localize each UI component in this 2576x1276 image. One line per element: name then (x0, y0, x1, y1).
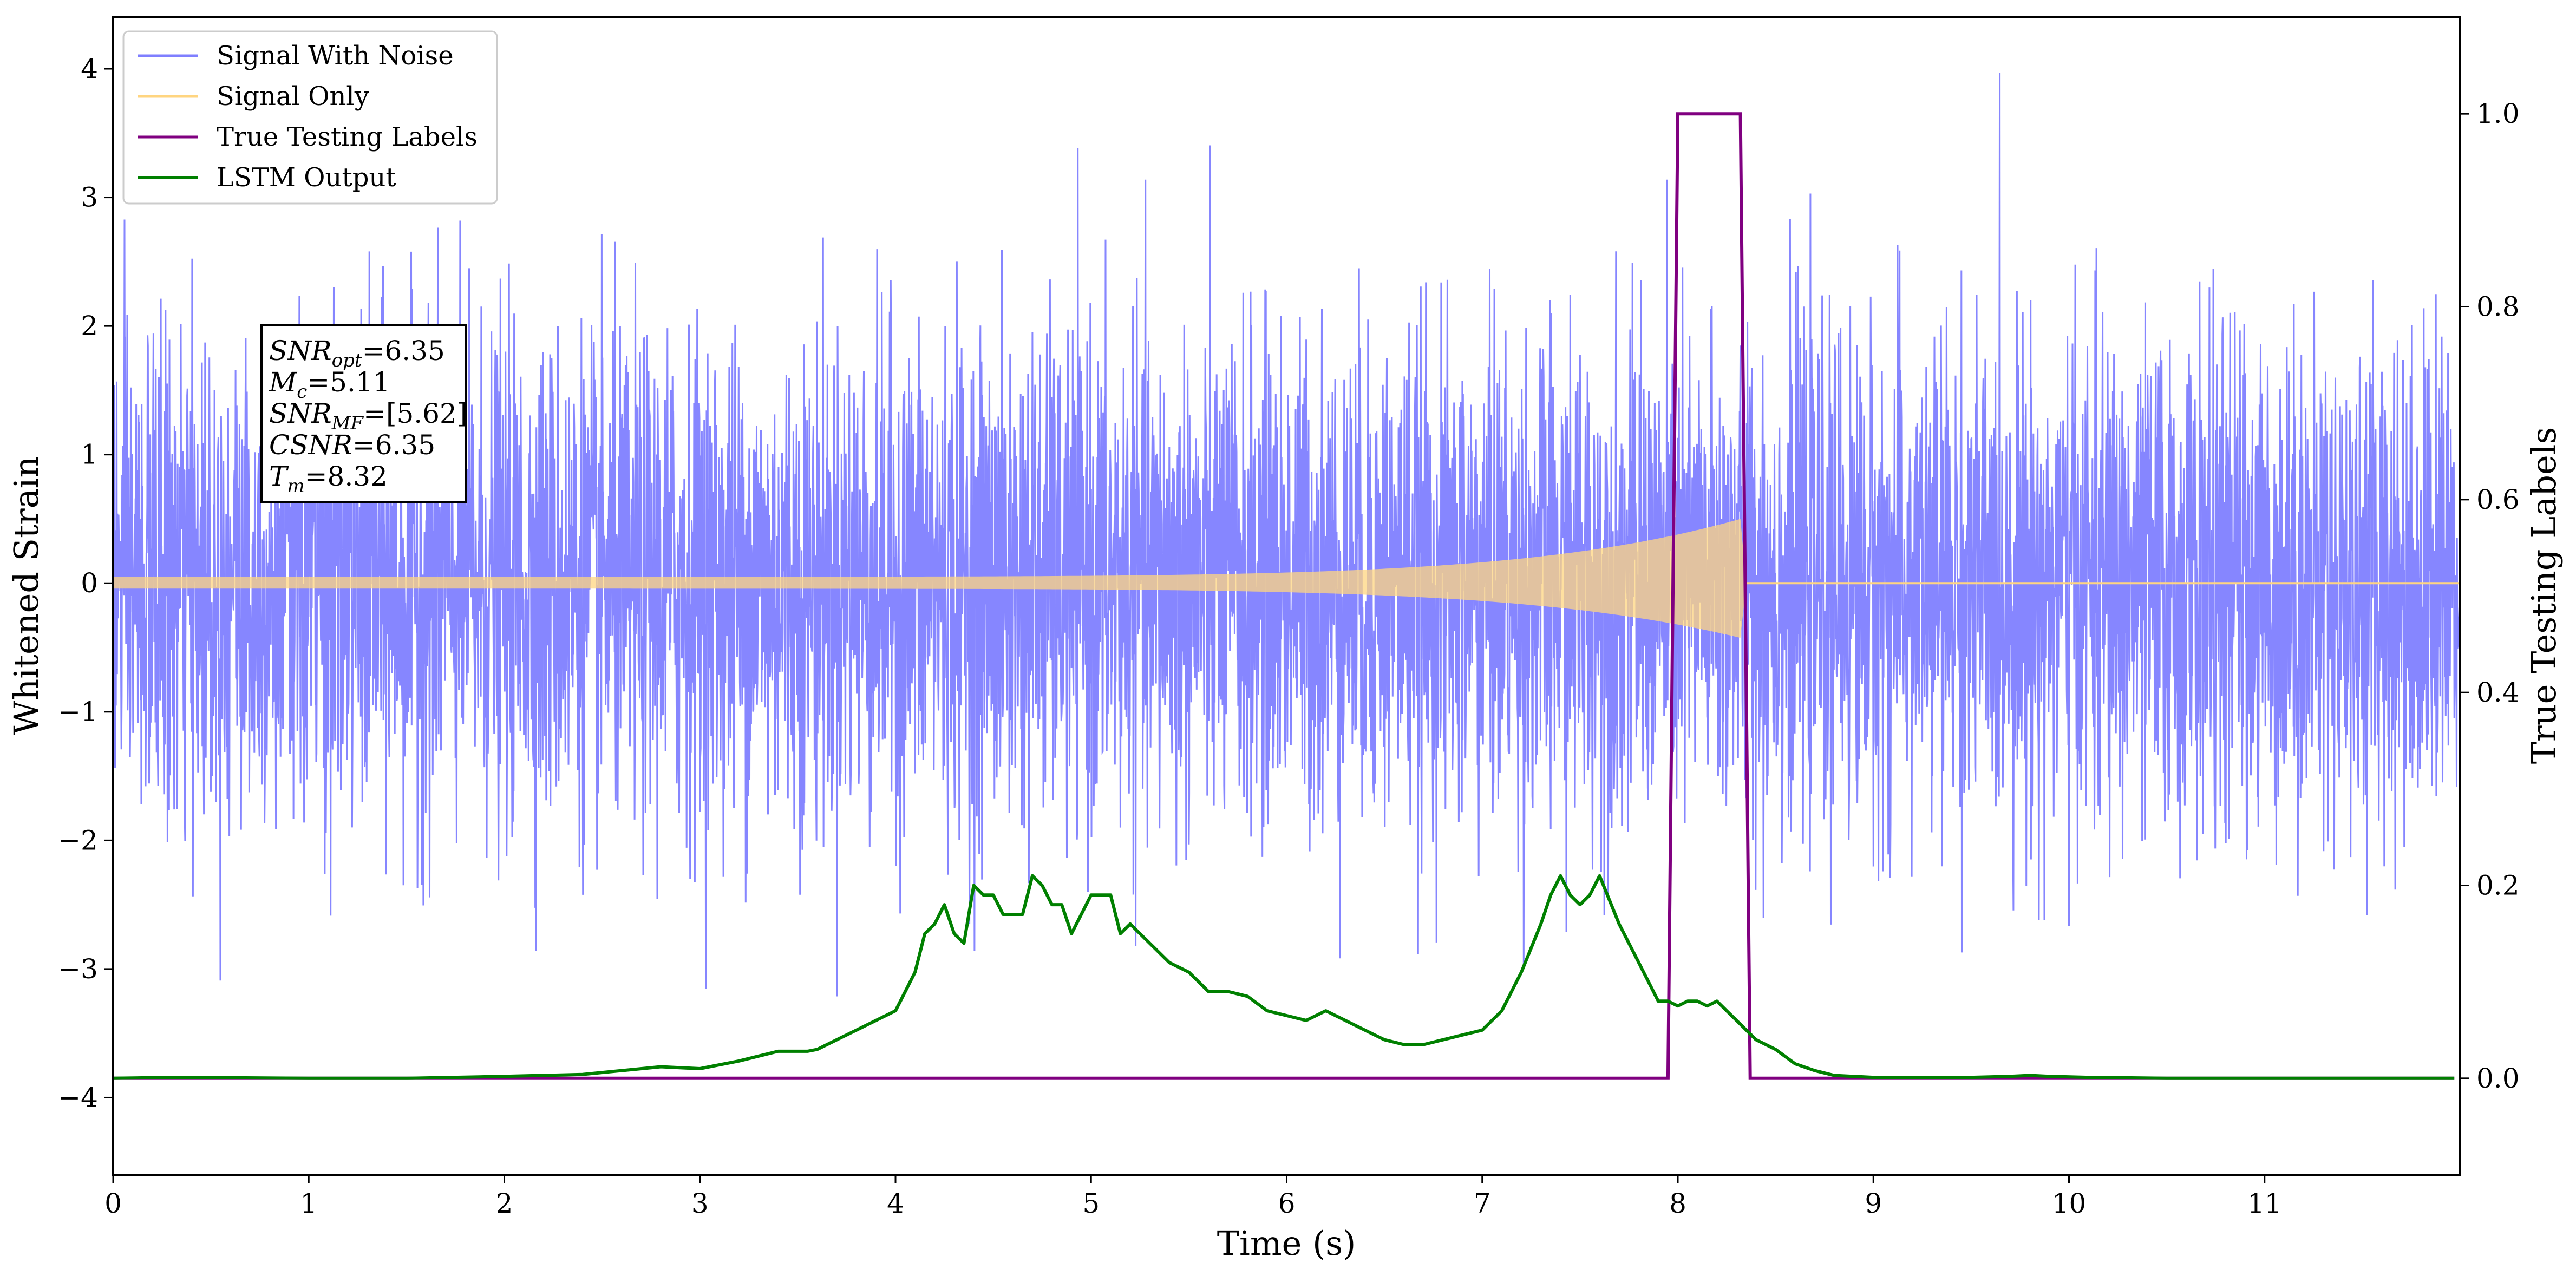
signal-only-chirp (113, 519, 1747, 638)
y-left-tick-label: −4 (58, 1082, 98, 1113)
y-right-tick-label: 0.4 (2476, 677, 2520, 708)
y-left-tick-label: 3 (81, 182, 98, 213)
stats-line-mc: Mc=5.11 (269, 367, 390, 403)
y-axis-left: −4 −3 −2 −1 0 1 2 3 4 (58, 53, 113, 1113)
legend-box (122, 30, 498, 205)
lstm-output-series (113, 874, 2455, 1080)
stats-annotation-box (260, 324, 467, 503)
stats-line-snr-opt: SNRopt=6.35 (269, 335, 445, 371)
signal-only-series (113, 519, 2460, 638)
legend-label-signal-with-noise: Signal With Noise (217, 41, 454, 71)
x-tick-label: 6 (1278, 1188, 1296, 1219)
x-axis-label: Time (s) (1217, 1223, 1356, 1263)
y-left-tick-label: 4 (81, 53, 98, 84)
x-tick-label: 10 (2052, 1188, 2087, 1219)
y-axis-right-label: True Testing Labels (2524, 427, 2564, 764)
y-left-tick-label: 0 (81, 567, 98, 599)
legend: Signal With Noise Signal Only True Testi… (122, 30, 498, 205)
x-tick-label: 11 (2247, 1188, 2282, 1219)
x-tick-label: 4 (887, 1188, 904, 1219)
y-right-tick-label: 0.6 (2476, 484, 2520, 515)
lstm-output-line (113, 874, 2455, 1080)
y-axis-right: 0.0 0.2 0.4 0.6 0.8 1.0 (2460, 98, 2520, 1094)
x-tick-label: 5 (1082, 1188, 1100, 1219)
y-right-tick-label: 0.0 (2476, 1063, 2520, 1094)
y-right-tick-label: 0.2 (2476, 870, 2520, 901)
y-left-tick-label: −3 (58, 953, 98, 985)
x-tick-label: 8 (1669, 1188, 1686, 1219)
x-tick-label: 2 (496, 1188, 513, 1219)
y-left-tick-label: 2 (81, 310, 98, 342)
x-axis: 0 1 2 3 4 5 6 7 8 9 10 11 (104, 1175, 2282, 1219)
x-tick-label: 3 (691, 1188, 709, 1219)
x-tick-label: 9 (1865, 1188, 1882, 1219)
y-right-tick-label: 0.8 (2476, 291, 2520, 323)
stats-line-tm: Tm=8.32 (269, 461, 388, 497)
x-tick-label: 7 (1474, 1188, 1491, 1219)
x-tick-label: 0 (104, 1188, 122, 1219)
stats-annotation: SNRopt=6.35 Mc=5.11 SNRMF=[5.62] CSNR=6.… (260, 324, 467, 503)
x-tick-label: 1 (300, 1188, 317, 1219)
y-left-tick-label: 1 (81, 439, 98, 470)
y-left-tick-label: −2 (58, 825, 98, 856)
legend-label-lstm-output: LSTM Output (217, 162, 396, 193)
stats-line-csnr: CSNR=6.35 (269, 429, 435, 461)
stats-line-snr-mf: SNRMF=[5.62] (269, 398, 467, 434)
y-left-tick-label: −1 (58, 696, 98, 728)
signal-with-noise-line (113, 73, 2460, 997)
y-right-tick-label: 1.0 (2476, 98, 2520, 129)
y-axis-left-label: Whitened Strain (6, 456, 46, 735)
legend-label-true-testing-labels: True Testing Labels (217, 122, 478, 152)
signal-with-noise-series (113, 73, 2460, 997)
legend-label-signal-only: Signal Only (217, 81, 369, 112)
